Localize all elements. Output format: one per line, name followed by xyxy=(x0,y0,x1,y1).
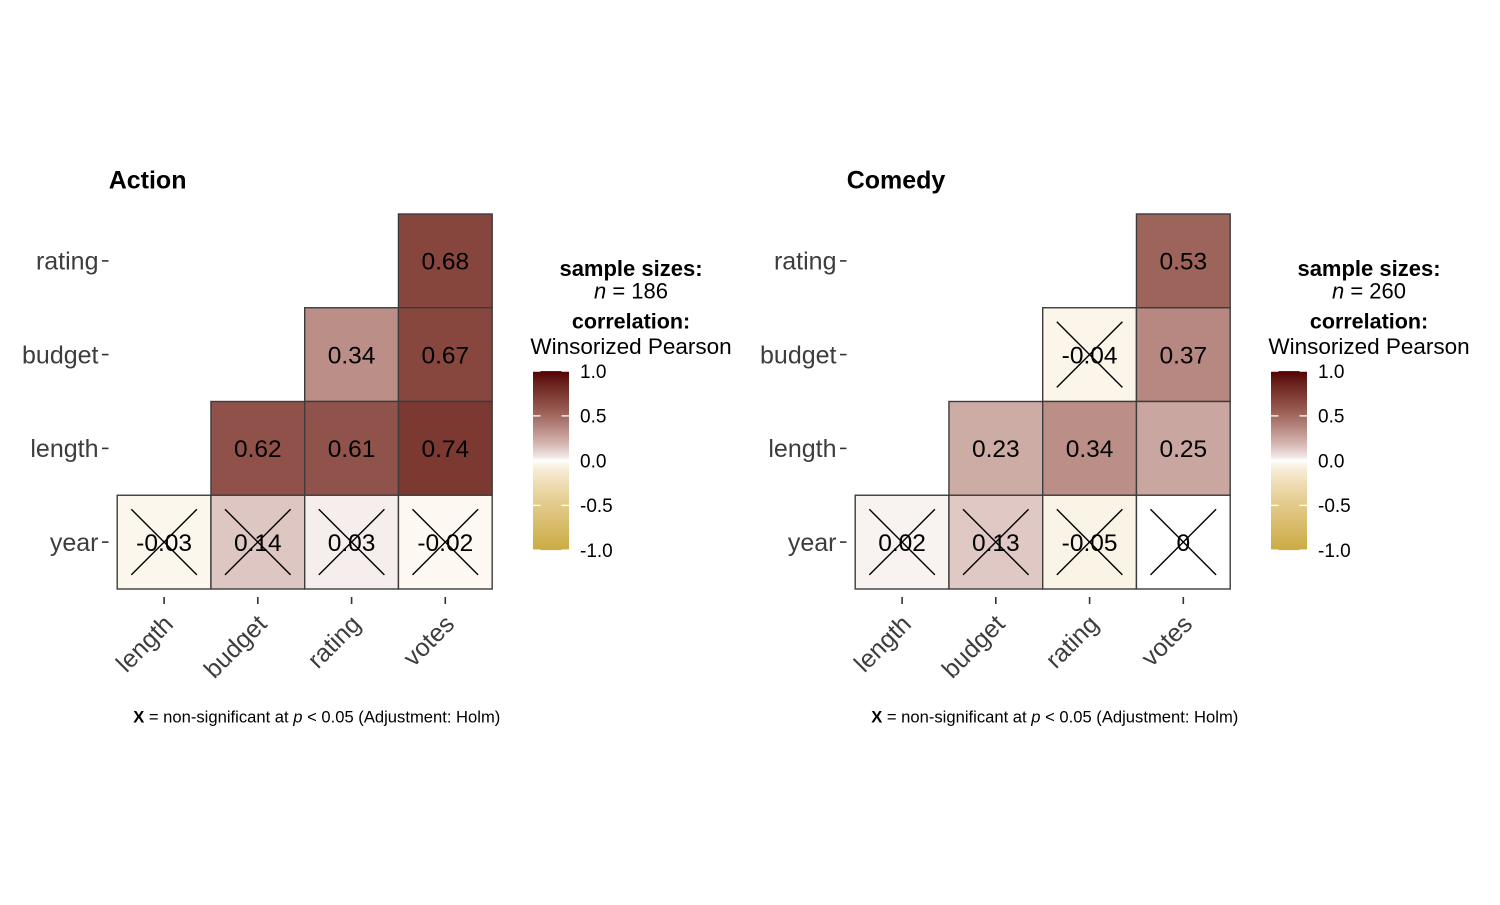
svg-text:-1.0: -1.0 xyxy=(1318,541,1351,562)
svg-text:n = 260: n = 260 xyxy=(1332,278,1406,303)
svg-text:0.68: 0.68 xyxy=(421,249,469,276)
svg-text:rating: rating xyxy=(36,248,99,276)
svg-text:0.62: 0.62 xyxy=(234,436,282,463)
svg-text:length: length xyxy=(30,435,98,463)
svg-text:0.34: 0.34 xyxy=(1066,436,1114,463)
svg-text:-0.03: -0.03 xyxy=(136,530,192,557)
svg-text:0.25: 0.25 xyxy=(1159,436,1207,463)
svg-text:0.14: 0.14 xyxy=(234,530,282,557)
svg-text:n = 186: n = 186 xyxy=(594,278,668,303)
svg-text:1.0: 1.0 xyxy=(1318,362,1344,383)
svg-text:-0.5: -0.5 xyxy=(580,496,613,517)
svg-text:year: year xyxy=(50,529,99,557)
svg-text:correlation:: correlation: xyxy=(1310,310,1428,334)
svg-text:0.61: 0.61 xyxy=(328,436,376,463)
svg-text:0.5: 0.5 xyxy=(1318,407,1344,428)
svg-text:-1.0: -1.0 xyxy=(580,541,613,562)
svg-text:1.0: 1.0 xyxy=(580,362,606,383)
svg-text:0.0: 0.0 xyxy=(580,451,606,472)
svg-text:0.37: 0.37 xyxy=(1159,342,1207,369)
svg-text:X = non-significant at p < 0.0: X = non-significant at p < 0.05 (Adjustm… xyxy=(133,707,500,726)
svg-text:0.53: 0.53 xyxy=(1159,249,1207,276)
svg-text:-0.05: -0.05 xyxy=(1062,530,1118,557)
svg-text:0.13: 0.13 xyxy=(972,530,1020,557)
svg-text:Winsorized Pearson: Winsorized Pearson xyxy=(1268,334,1469,359)
svg-text:sample sizes:: sample sizes: xyxy=(559,256,702,281)
svg-text:-0.5: -0.5 xyxy=(1318,496,1351,517)
svg-text:budget: budget xyxy=(760,341,837,369)
svg-text:correlation:: correlation: xyxy=(572,310,690,334)
svg-text:budget: budget xyxy=(22,341,99,369)
svg-text:0.5: 0.5 xyxy=(580,407,606,428)
svg-text:0.0: 0.0 xyxy=(1318,451,1344,472)
svg-text:-0.04: -0.04 xyxy=(1062,342,1118,369)
svg-text:X = non-significant at p < 0.0: X = non-significant at p < 0.05 (Adjustm… xyxy=(871,707,1238,726)
svg-text:0.74: 0.74 xyxy=(421,436,469,463)
svg-text:length: length xyxy=(768,435,836,463)
svg-text:Comedy: Comedy xyxy=(847,167,946,195)
svg-text:0.02: 0.02 xyxy=(878,530,926,557)
svg-text:0.03: 0.03 xyxy=(328,530,376,557)
svg-text:Winsorized Pearson: Winsorized Pearson xyxy=(530,334,731,359)
svg-text:0.23: 0.23 xyxy=(972,436,1020,463)
svg-text:Action: Action xyxy=(109,167,187,195)
svg-text:year: year xyxy=(788,529,837,557)
svg-text:0.34: 0.34 xyxy=(328,342,376,369)
svg-text:sample sizes:: sample sizes: xyxy=(1297,256,1440,281)
svg-text:0.67: 0.67 xyxy=(421,342,469,369)
svg-text:-0.02: -0.02 xyxy=(417,530,473,557)
svg-text:rating: rating xyxy=(774,248,837,276)
svg-text:0: 0 xyxy=(1176,530,1190,557)
